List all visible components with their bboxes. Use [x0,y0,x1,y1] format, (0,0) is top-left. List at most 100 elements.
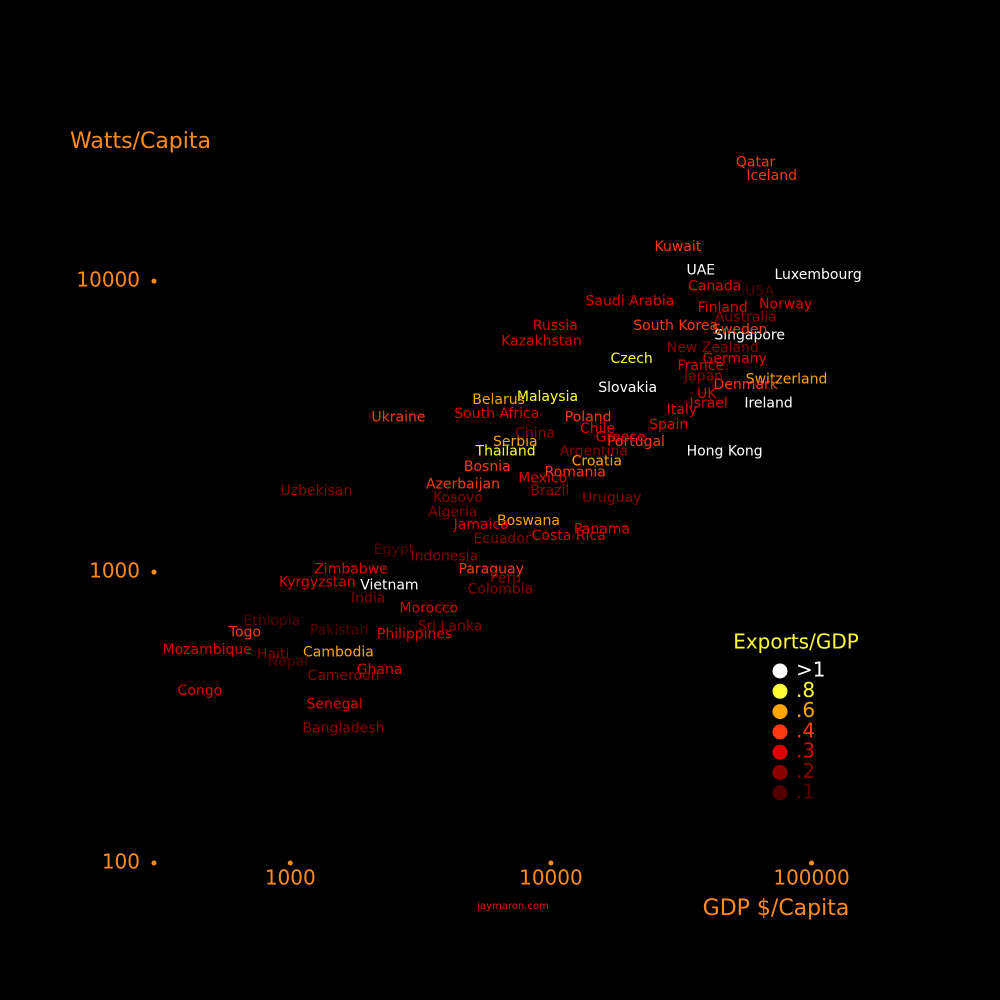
legend-label: .8 [796,678,815,702]
country-label: Cameroon [307,668,379,684]
country-label: Norway [759,297,812,313]
country-label: Egypt [374,542,415,558]
country-label: Denmark [714,377,779,393]
country-label: Ghana [357,662,403,678]
country-label: Croatia [572,453,622,469]
country-label: China [515,425,555,441]
country-label: Ukraine [371,409,425,425]
country-label: India [351,591,385,607]
legend-label: .6 [796,698,815,722]
country-label: Argentina [560,443,628,459]
country-label: Qatar [736,154,776,170]
country-label: Costa Rica [532,528,606,544]
country-label: New Zealand [667,340,759,356]
legend-label: .3 [796,739,815,763]
country-label: Finland [698,300,748,316]
country-label: Czech [610,351,652,367]
country-label: Cambodia [303,644,374,660]
country-label: Bangladesh [302,720,384,736]
country-label: Peru [490,571,521,587]
country-label: Uruguay [582,490,642,506]
x-tick-mark [287,860,293,866]
country-label: Uzbekisan [281,483,353,499]
country-label: Kyrgyzstan [279,575,356,591]
credit: jaymaron.com [476,901,549,912]
legend-swatch [772,744,788,760]
country-label: Iceland [746,168,797,184]
country-label: Germany [702,351,766,367]
y-tick-mark [151,860,157,866]
country-label: Colombia [467,582,533,598]
country-label: Algeria [428,505,477,521]
legend-label: .1 [796,779,815,803]
country-label: Vietnam [360,577,418,593]
x-tick-mark [809,860,815,866]
country-label: France [678,358,725,374]
country-label: Senegal [306,697,362,713]
country-label: Philippines [377,627,452,643]
country-label: Chile [580,421,615,437]
country-label: Panama [574,522,630,538]
y-tick-label: 1000 [89,559,140,583]
country-label: South Korea [633,318,718,334]
country-label: Sweden [712,322,767,338]
legend-swatch [772,724,788,740]
country-label: Thailand [475,443,536,459]
country-label: Israel [690,395,728,411]
legend-swatch [772,704,788,720]
legend-label: >1 [796,658,825,682]
country-label: Italy [667,402,697,418]
x-tick-label: 1000 [265,866,316,890]
country-label: Singapore [714,328,785,344]
country-label: Kazakhstan [501,334,582,350]
country-label: Pakistan [310,622,369,638]
y-tick-label: 100 [102,850,140,874]
country-label: Canada [688,278,741,294]
legend-label: .2 [796,759,815,783]
y-axis-label: Watts/Capita [70,129,211,154]
legend-swatch [772,785,788,801]
country-label: UAE [686,262,715,278]
country-label: Boswana [497,513,560,529]
country-label: Brazil [530,483,569,499]
legend-swatch [772,663,788,679]
country-label: Bosnia [464,459,511,475]
x-tick-label: 10000 [519,866,583,890]
country-label: Belarus [472,392,525,408]
country-label: Greece [596,430,646,446]
country-label: USA [745,284,774,300]
country-label: Paraguay [459,562,524,578]
country-label: Poland [565,409,612,425]
country-label: Nepal [268,654,308,670]
country-label: Ethiopia [243,613,300,629]
country-label: Kosovo [433,490,483,506]
country-label: Switzerland [746,371,828,387]
legend-title: Exports/GDP [733,630,859,654]
legend-label: .4 [796,718,815,742]
country-label: Hong Kong [687,443,763,459]
country-label: Jamaica [453,517,509,533]
country-label: Zimbabwe [314,562,388,578]
country-label: Serbia [493,434,538,450]
country-label: Azerbaijan [426,477,500,493]
x-axis-label: GDP $/Capita [703,896,850,921]
x-tick-label: 100000 [773,866,849,890]
country-label: Mozambique [163,642,252,658]
country-label: Indonesia [410,549,478,565]
country-label: Haiti [257,647,289,663]
country-label: South Africa [454,406,539,422]
country-label: Luxembourg [775,267,862,283]
y-tick-mark [151,569,157,575]
country-label: Morocco [399,600,458,616]
country-label: Ecuador [474,531,531,547]
country-label: Malaysia [517,389,578,405]
country-label: Australia [715,310,777,326]
country-label: Mexico [518,470,567,486]
y-tick-mark [151,278,157,284]
country-label: Slovakia [598,380,657,396]
country-label: Spain [649,417,688,433]
y-tick-label: 10000 [76,268,140,292]
x-tick-mark [548,860,554,866]
